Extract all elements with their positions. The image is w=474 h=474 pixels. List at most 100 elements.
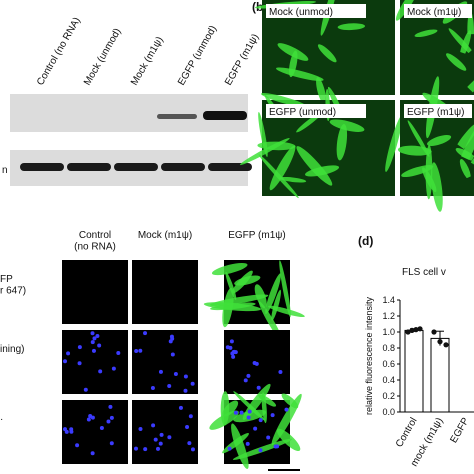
nucleus bbox=[187, 441, 192, 446]
cell bbox=[265, 273, 281, 315]
cell bbox=[234, 275, 261, 286]
nucleus bbox=[83, 387, 88, 392]
nucleus bbox=[66, 351, 71, 356]
data-point bbox=[437, 339, 443, 345]
cell bbox=[329, 119, 365, 132]
nucleus bbox=[167, 435, 172, 440]
band bbox=[157, 114, 197, 119]
band bbox=[203, 111, 247, 120]
nucleus bbox=[151, 423, 156, 428]
cell bbox=[271, 289, 282, 321]
nucleus bbox=[95, 334, 100, 339]
nucleus bbox=[97, 343, 102, 348]
cell bbox=[431, 162, 443, 212]
nucleus bbox=[111, 366, 116, 371]
cell bbox=[271, 393, 302, 446]
cell bbox=[211, 263, 248, 276]
nucleus bbox=[190, 381, 195, 386]
nucleus bbox=[185, 425, 190, 430]
data-point bbox=[413, 327, 419, 333]
row-label: · bbox=[0, 414, 3, 425]
data-point bbox=[431, 329, 437, 335]
nucleus bbox=[183, 374, 188, 379]
cell bbox=[336, 124, 348, 161]
band bbox=[161, 163, 205, 171]
row-label: n bbox=[2, 165, 8, 176]
nucleus bbox=[77, 345, 82, 350]
nucleus bbox=[245, 441, 250, 446]
row-label: ining) bbox=[0, 344, 24, 355]
cell bbox=[446, 53, 467, 71]
nucleus bbox=[270, 413, 275, 418]
nucleus bbox=[253, 426, 258, 431]
data-point bbox=[405, 329, 411, 335]
cell bbox=[279, 260, 291, 318]
nucleus bbox=[69, 427, 74, 432]
cell bbox=[257, 141, 296, 151]
nucleus bbox=[246, 373, 251, 378]
nucleus bbox=[275, 444, 280, 449]
data-point bbox=[443, 342, 449, 348]
nucleus bbox=[158, 369, 163, 374]
nucleus bbox=[143, 447, 148, 452]
nucleus bbox=[90, 331, 95, 336]
column-label: Control (no RNA) bbox=[74, 230, 116, 253]
label-box bbox=[404, 4, 472, 18]
micro-image bbox=[132, 400, 198, 464]
data-point bbox=[409, 327, 415, 333]
nucleus bbox=[138, 426, 143, 431]
band bbox=[114, 163, 158, 171]
chart-title: FLS cell v bbox=[402, 267, 446, 278]
nucleus bbox=[156, 446, 161, 451]
nucleus bbox=[247, 409, 252, 414]
nucleus bbox=[233, 410, 238, 415]
y-axis-label: relative fluorescence intensity bbox=[364, 296, 374, 415]
micro-image bbox=[132, 260, 198, 324]
micro-image bbox=[62, 330, 128, 394]
label-box bbox=[404, 104, 472, 118]
nucleus bbox=[150, 386, 155, 391]
cell bbox=[304, 165, 340, 177]
nucleus bbox=[109, 415, 114, 420]
nucleus bbox=[266, 435, 271, 440]
cell bbox=[276, 67, 324, 81]
nucleus bbox=[246, 415, 251, 420]
band bbox=[208, 163, 252, 171]
y-tick-label: 1.4 bbox=[382, 295, 395, 305]
nucleus bbox=[228, 345, 233, 350]
nucleus bbox=[239, 410, 244, 415]
micro-image bbox=[132, 330, 198, 394]
nucleus bbox=[64, 429, 69, 434]
band bbox=[20, 163, 64, 171]
lane-label: Mock (m1ψ) bbox=[129, 35, 166, 88]
cell bbox=[337, 23, 366, 31]
label-box bbox=[266, 104, 366, 118]
nucleus bbox=[134, 348, 139, 353]
nucleus bbox=[88, 414, 93, 419]
cell bbox=[414, 29, 438, 38]
nucleus bbox=[190, 447, 195, 452]
cell bbox=[269, 145, 296, 191]
cell bbox=[317, 44, 337, 63]
nucleus bbox=[134, 446, 139, 451]
nucleus bbox=[227, 446, 232, 451]
y-tick-label: 1.2 bbox=[382, 311, 395, 321]
column-label: EGFP (m1ψ) bbox=[228, 230, 286, 241]
image-label: Mock (unmod) bbox=[269, 7, 333, 18]
panel-label: (d) bbox=[358, 234, 373, 248]
nucleus bbox=[170, 352, 175, 357]
cell bbox=[316, 77, 327, 105]
nucleus bbox=[231, 350, 236, 355]
cell bbox=[278, 176, 307, 183]
lane-label: Control (no RNA) bbox=[35, 16, 83, 88]
nucleus bbox=[231, 354, 236, 359]
nucleus bbox=[99, 426, 104, 431]
band bbox=[67, 163, 111, 171]
image-label: Mock (m1ψ) bbox=[407, 7, 461, 18]
nucleus bbox=[108, 404, 113, 409]
lane-label: EGFP (m1ψ) bbox=[223, 32, 261, 87]
cell bbox=[296, 146, 333, 186]
nucleus bbox=[229, 339, 234, 344]
bar bbox=[404, 329, 424, 413]
nucleus bbox=[278, 369, 283, 374]
